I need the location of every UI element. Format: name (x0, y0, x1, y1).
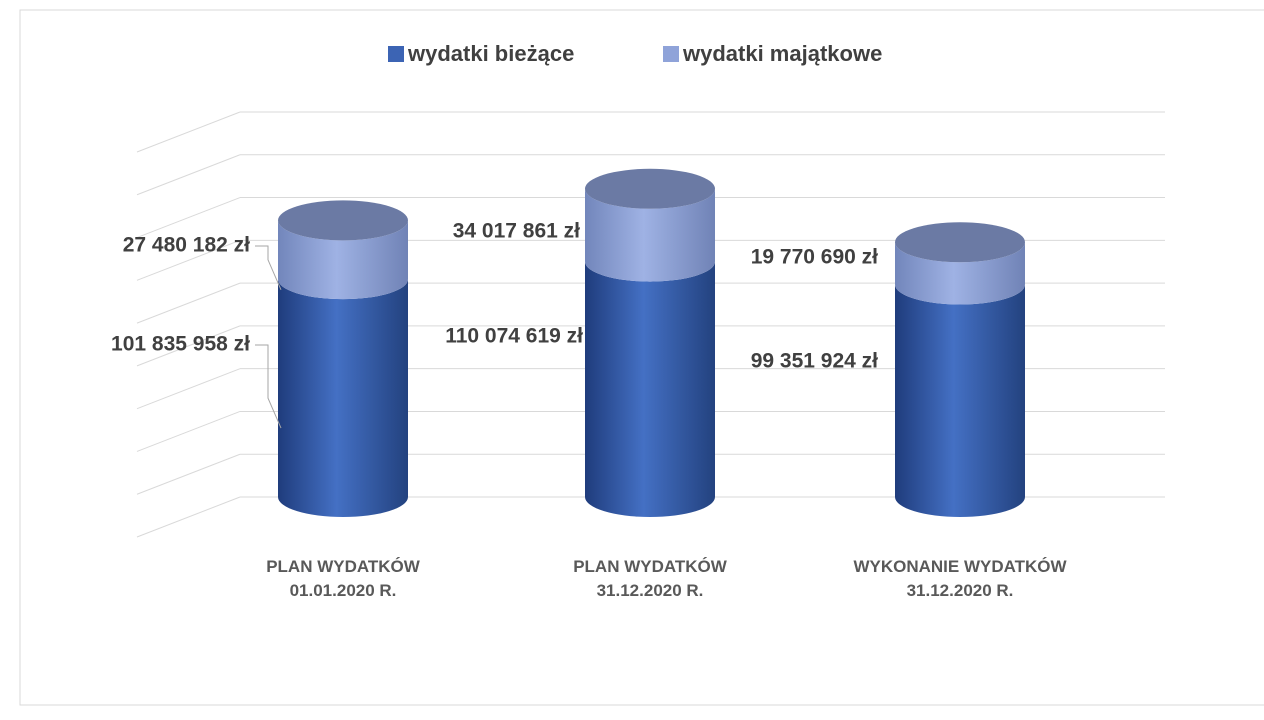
cylinder-segment (895, 284, 1025, 517)
data-label: 110 074 619 zł (445, 325, 583, 348)
grid-line (136, 197, 241, 239)
grid-line (136, 410, 241, 452)
cylinder-top (278, 200, 408, 241)
leader-line (255, 344, 282, 429)
x-tick-label: PLAN WYDATKÓW 01.01.2020 R. (266, 557, 420, 600)
legend-label: wydatki bieżące (407, 41, 574, 66)
cylinder-top (895, 222, 1025, 263)
cylinder-segment (895, 242, 1025, 305)
data-label: 99 351 924 zł (751, 350, 878, 373)
legend-swatch (663, 46, 679, 62)
grid-line (136, 239, 241, 281)
data-label: 27 480 182 zł (123, 234, 250, 257)
x-tick-label: PLAN WYDATKÓW 31.12.2020 R. (573, 557, 727, 600)
grid-line (136, 368, 241, 410)
cylinder-segment (585, 261, 715, 517)
cylinder-segment (278, 279, 408, 517)
cylinder-segment (278, 220, 408, 300)
legend-label: wydatki majątkowe (682, 41, 882, 66)
grid-line (136, 453, 241, 495)
grid-line (136, 111, 241, 153)
grid-line (136, 154, 241, 196)
legend-swatch (388, 46, 404, 62)
chart-frame (19, 9, 1264, 706)
grid-line (136, 282, 241, 324)
data-label: 19 770 690 zł (751, 246, 878, 269)
cylinder-segment (585, 188, 715, 282)
grid-line (136, 496, 241, 538)
data-label: 34 017 861 zł (453, 220, 580, 243)
leader-line (255, 245, 282, 290)
cylinder-top (585, 168, 715, 209)
grid-line (136, 325, 241, 367)
data-label: 101 835 958 zł (111, 333, 250, 356)
x-tick-label: WYKONANIE WYDATKÓW 31.12.2020 R. (853, 557, 1067, 600)
